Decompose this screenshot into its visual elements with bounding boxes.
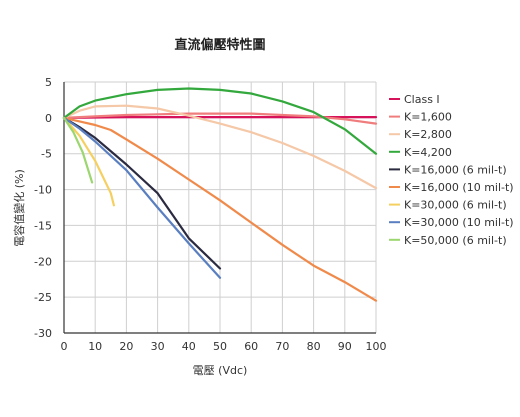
legend-label: K=4,200 [404, 146, 452, 159]
series-line [62, 116, 378, 302]
legend-label: K=16,000 (6 mil-t) [404, 163, 507, 176]
legend-label: K=30,000 (6 mil-t) [404, 199, 507, 212]
y-axis-label: 電容值變化 (%) [12, 169, 26, 247]
x-tick-label: 20 [119, 340, 133, 353]
legend-label: K=50,000 (6 mil-t) [404, 234, 507, 247]
chart-title: 直流偏壓特性圖 [174, 37, 265, 53]
y-tick-label: -20 [34, 255, 52, 268]
y-tick-label: -30 [34, 327, 52, 340]
legend-label: K=16,000 (10 mil-t) [404, 181, 514, 194]
x-tick-label: 80 [307, 340, 321, 353]
x-tick-label: 50 [213, 340, 227, 353]
series-line [62, 116, 222, 270]
y-tick-label: -15 [34, 219, 52, 232]
legend-label: K=30,000 (10 mil-t) [404, 216, 514, 229]
x-tick-label: 30 [151, 340, 165, 353]
y-tick-label: -25 [34, 291, 52, 304]
x-tick-label: 70 [275, 340, 289, 353]
x-tick-label: 0 [61, 340, 68, 353]
legend: Class I K=1,600 K=2,800 K=4,200 K=16,000 (6 … [389, 93, 514, 247]
x-axis-label: 電壓 (Vdc) [193, 364, 248, 377]
series-line [62, 116, 222, 279]
x-tick-label: 90 [338, 340, 352, 353]
x-tick-label: 40 [182, 340, 196, 353]
y-tick-label: 5 [45, 76, 52, 89]
x-tick-label: 10 [88, 340, 102, 353]
x-tick-label: 60 [244, 340, 258, 353]
series-line [62, 116, 116, 207]
legend-label: K=1,600 [404, 111, 452, 124]
series-line [62, 87, 378, 155]
y-tick-label: -5 [41, 148, 52, 161]
y-tick-label: 0 [45, 112, 52, 125]
x-tick-label: 100 [366, 340, 387, 353]
y-tick-label: -10 [34, 184, 52, 197]
series-line [62, 104, 378, 190]
legend-label: Class I [404, 93, 440, 106]
series-lines [62, 87, 378, 302]
tick-labels: 0 10 20 30 40 50 60 70 80 90 10050-5-10-15-20-25-3… [34, 76, 386, 353]
series-line [62, 116, 94, 184]
legend-label: K=2,800 [404, 128, 452, 141]
axes [63, 82, 376, 334]
